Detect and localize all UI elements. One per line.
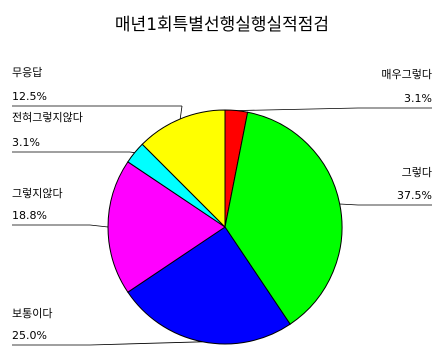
slice-4 xyxy=(107,161,226,293)
slice-4-label: 그렇지않다 xyxy=(12,187,63,200)
slice-2 xyxy=(224,111,343,325)
leader-lines-group xyxy=(12,105,432,346)
slice-6-label: 무응답 xyxy=(12,66,42,79)
slices-group xyxy=(107,109,343,345)
slice-4-value-label: 18.8% xyxy=(12,209,47,222)
slice-6-leader xyxy=(179,105,183,119)
slice-5-label: 전혀그렇지않다 xyxy=(12,111,83,124)
slice-3-value-label: 25.0% xyxy=(12,329,47,342)
slice-1-leader xyxy=(236,107,359,111)
slice-5-leader xyxy=(129,151,135,154)
slice-2-label: 그렇다 xyxy=(402,166,432,179)
slice-2-value-label: 37.5% xyxy=(397,189,432,202)
chart-title: 매년1회특별선행실행실적점검 xyxy=(115,15,329,35)
slice-6 xyxy=(141,109,226,229)
slice-2-leader xyxy=(339,203,359,206)
slice-1-value-label: 3.1% xyxy=(404,92,432,105)
slice-5-value-label: 3.1% xyxy=(12,136,40,149)
slice-6-value-label: 12.5% xyxy=(12,90,47,103)
slice-1-label: 매우그렇다 xyxy=(381,68,432,81)
slice-4-leader xyxy=(89,224,109,228)
slice-3-label: 보통이다 xyxy=(12,307,52,320)
slice-3-leader xyxy=(89,341,203,346)
labels-group: 매우그렇다 3.1% 그렇다 37.5% 보통이다 25.0% 그렇지않다 18.8% 전혀그렇… xyxy=(12,66,432,342)
